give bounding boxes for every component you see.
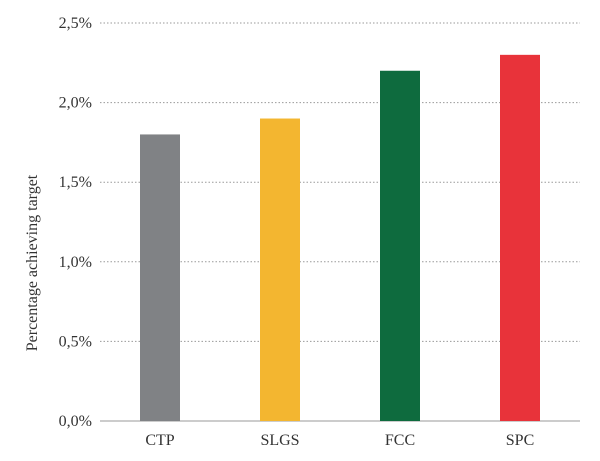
x-tick-label: FCC [385, 432, 415, 449]
y-tick-label: 2,0% [59, 95, 92, 112]
bar-fcc [380, 70, 420, 421]
y-axis-ticks: 0,0% 0,5% 1,0% 1,5% 2,0% 2,5% [59, 15, 92, 430]
x-tick-label: CTP [145, 432, 174, 449]
x-axis-ticks: CTP SLGS FCC SPC [145, 432, 534, 449]
y-tick-label: 1,0% [59, 254, 92, 271]
bar-slgs [260, 118, 300, 422]
bar-spc [500, 54, 540, 422]
y-tick-label: 1,5% [59, 174, 92, 191]
y-tick-label: 0,0% [59, 413, 92, 430]
x-tick-label: SLGS [260, 432, 299, 449]
bar-ctp [140, 134, 180, 421]
bars [140, 54, 540, 422]
y-axis-title: Percentage achieving target [24, 174, 41, 351]
x-tick-label: SPC [506, 432, 534, 449]
y-tick-label: 0,5% [59, 333, 92, 350]
y-tick-label: 2,5% [59, 15, 92, 32]
